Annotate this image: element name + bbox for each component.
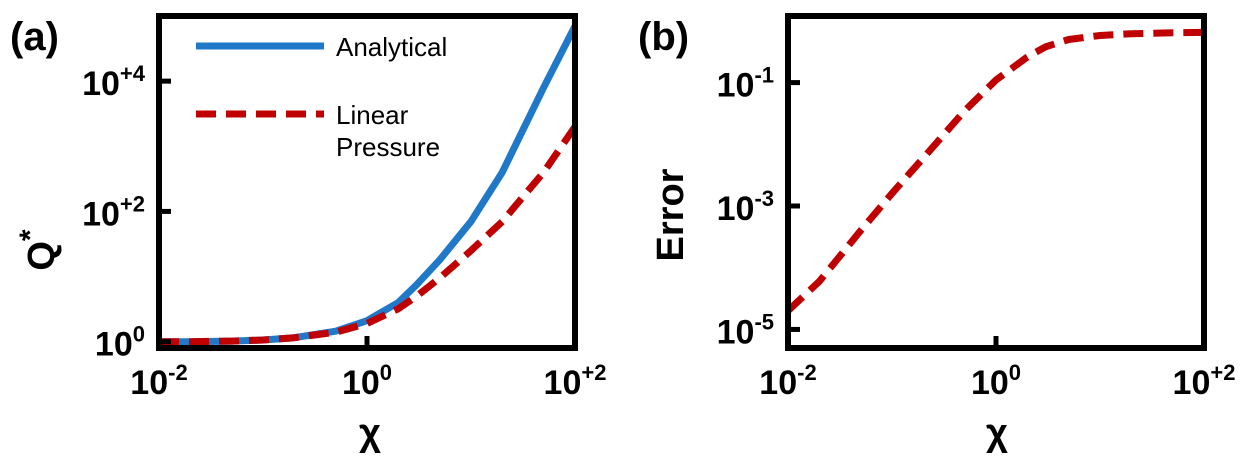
x-tick-label-b-2: 10+2 — [1173, 360, 1236, 402]
plot-frame-a — [156, 13, 578, 351]
y-axis-label-a: Q* — [14, 229, 63, 271]
plot-frame-b — [785, 13, 1207, 351]
legend-label-pressure: Pressure — [336, 132, 440, 162]
x-tick-label-a-1: 100 — [342, 360, 392, 402]
panel-b: (b) 10-5 10-3 10-1 10-2 100 10+2 χ Error — [638, 13, 1235, 454]
series-line-error-b — [785, 28, 1205, 314]
legend-label-analytical: Analytical — [336, 32, 447, 62]
panel-label-b: (b) — [638, 15, 689, 59]
y-ticks-a: 100 10+2 10+4 — [82, 61, 171, 364]
plot-area-b — [785, 28, 1205, 314]
x-tick-label-b-0: 10-2 — [759, 360, 816, 402]
y-tick-label-b-1: 10-3 — [717, 186, 774, 228]
y-tick-label-a-0: 100 — [95, 322, 145, 364]
legend-a: Analytical Linear Pressure — [196, 32, 447, 162]
legend-label-linear: Linear — [336, 100, 409, 130]
series-line-linear-pressure-a — [159, 124, 578, 346]
y-tick-label-a-2: 10+4 — [82, 61, 146, 103]
series-line-analytical-a — [159, 24, 579, 346]
x-axis-label-b: χ — [986, 412, 1008, 454]
x-tick-label-a-0: 10-2 — [130, 360, 187, 402]
y-tick-label-b-2: 10-1 — [717, 63, 774, 105]
x-tick-label-a-2: 10+2 — [544, 360, 607, 402]
x-tick-label-b-1: 100 — [971, 360, 1021, 402]
x-ticks-b: 10-2 100 10+2 — [759, 336, 1235, 402]
panel-label-a: (a) — [10, 15, 59, 59]
y-ticks-b: 10-5 10-3 10-1 — [717, 63, 800, 351]
y-tick-label-a-1: 10+2 — [82, 191, 145, 233]
y-tick-label-b-0: 10-5 — [717, 309, 774, 351]
x-ticks-a: 10-2 100 10+2 — [130, 336, 606, 402]
x-axis-label-a: χ — [359, 412, 381, 454]
plot-area-a — [159, 24, 579, 346]
y-axis-label-b: Error — [650, 168, 692, 261]
